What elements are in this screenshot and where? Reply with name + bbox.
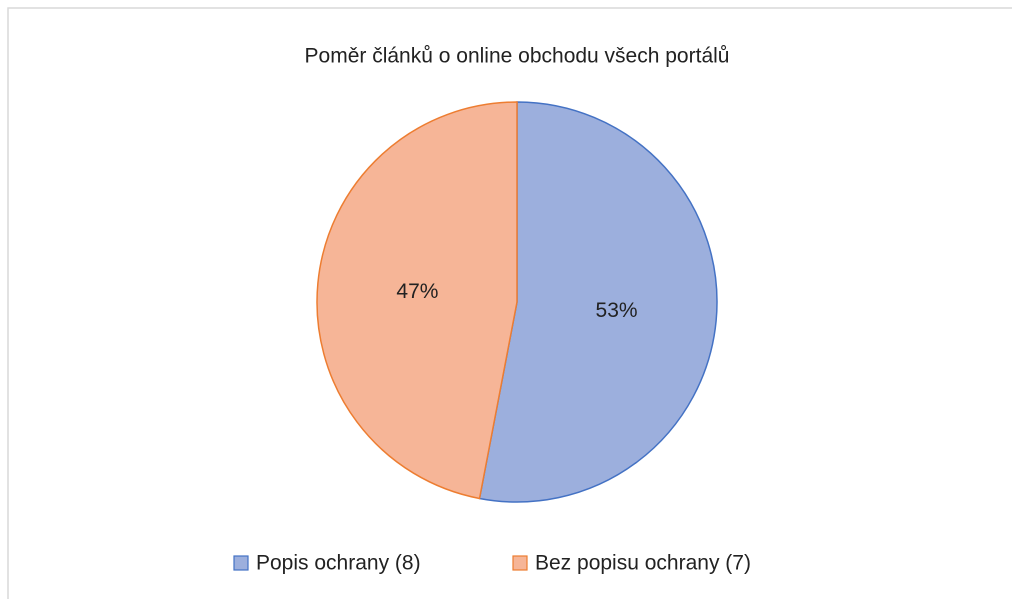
legend-swatch xyxy=(233,555,249,571)
legend-swatch xyxy=(512,555,528,571)
data-label: 53% xyxy=(596,299,638,322)
legend-label: Bez popisu ochrany (7) xyxy=(535,552,751,575)
pie-slice xyxy=(478,101,718,503)
chart-title: Poměr článků o online obchodu všech port… xyxy=(305,45,730,68)
data-label: 47% xyxy=(396,280,438,303)
legend-label: Popis ochrany (8) xyxy=(256,552,421,575)
pie-slice xyxy=(316,101,518,500)
